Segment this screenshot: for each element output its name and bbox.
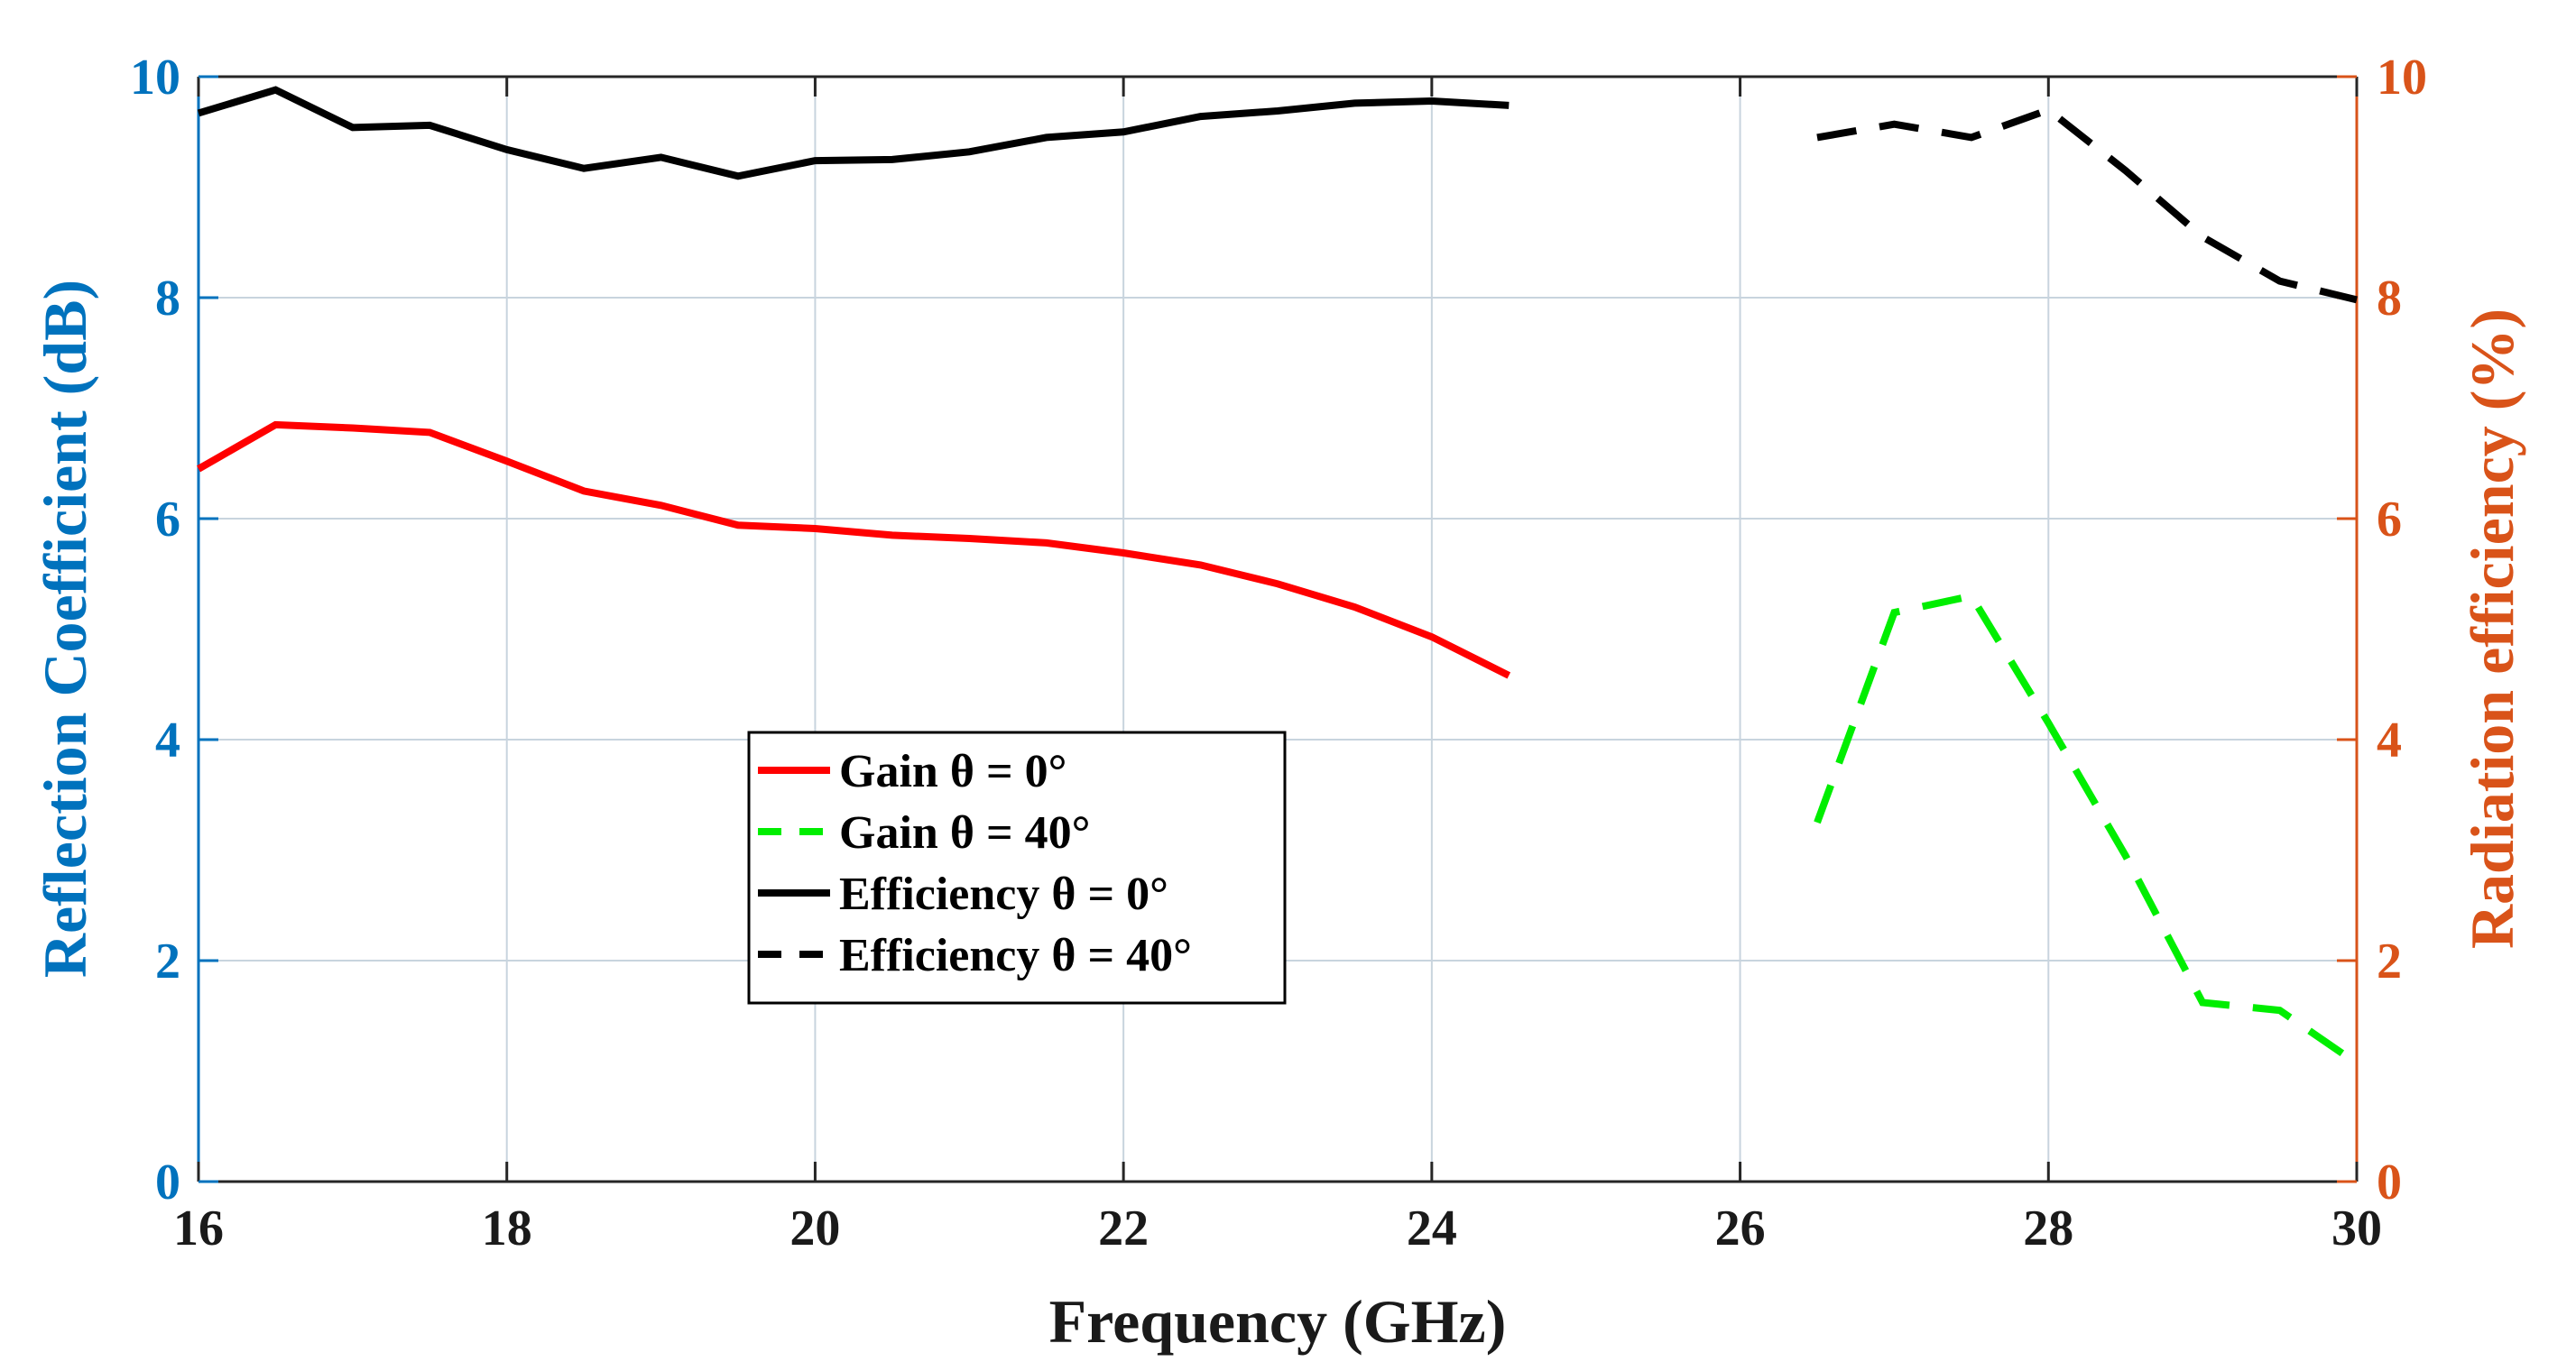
axes — [197, 75, 2359, 1183]
right-axis-label: Radiation efficiency (%) — [2458, 308, 2526, 949]
ticks: 16 18 20 22 24 26 28 300 02 24 46 68 810 10 — [130, 50, 2427, 1256]
x-tick-label: 20 — [789, 1201, 840, 1256]
grid — [199, 77, 2357, 1182]
series-line-3 — [1816, 106, 2358, 304]
right-tick-label: 10 — [2377, 50, 2427, 106]
left-tick-label: 2 — [155, 934, 180, 989]
legend-label: Gain θ = 0° — [839, 746, 1066, 797]
series-line-0 — [197, 420, 1511, 679]
legend-label: Gain θ = 40° — [839, 807, 1090, 859]
x-tick-label: 26 — [1715, 1201, 1766, 1256]
legend: Gain θ = 0° Gain θ = 40° Efficiency θ = 0°… — [747, 731, 1287, 1005]
x-tick-label: 18 — [482, 1201, 532, 1256]
x-tick-label: 16 — [173, 1201, 224, 1256]
x-tick-label: 24 — [1407, 1201, 1457, 1256]
left-tick-label: 0 — [155, 1155, 180, 1210]
left-tick-label: 10 — [130, 50, 180, 106]
left-tick-label: 4 — [155, 713, 180, 768]
x-tick-label: 22 — [1098, 1201, 1149, 1256]
left-tick-label: 6 — [155, 492, 180, 547]
right-tick-label: 2 — [2377, 934, 2402, 989]
right-tick-label: 4 — [2377, 713, 2402, 768]
legend-box — [747, 731, 1287, 1005]
legend-label: Efficiency θ = 0° — [839, 869, 1168, 920]
right-tick-label: 0 — [2377, 1155, 2402, 1210]
x-tick-label: 30 — [2331, 1201, 2382, 1256]
x-axis-label: Frequency (GHz) — [1049, 1287, 1507, 1356]
right-tick-label: 6 — [2377, 492, 2402, 547]
series-line-1 — [1814, 592, 2359, 1067]
series-line-2 — [197, 86, 1510, 180]
right-tick-label: 8 — [2377, 271, 2402, 327]
left-axis-label: Reflection Coefficient (dB) — [31, 280, 99, 978]
left-tick-label: 8 — [155, 271, 180, 327]
x-tick-label: 28 — [2023, 1201, 2073, 1256]
series — [197, 86, 2359, 1067]
legend-label: Efficiency θ = 40° — [839, 930, 1192, 981]
